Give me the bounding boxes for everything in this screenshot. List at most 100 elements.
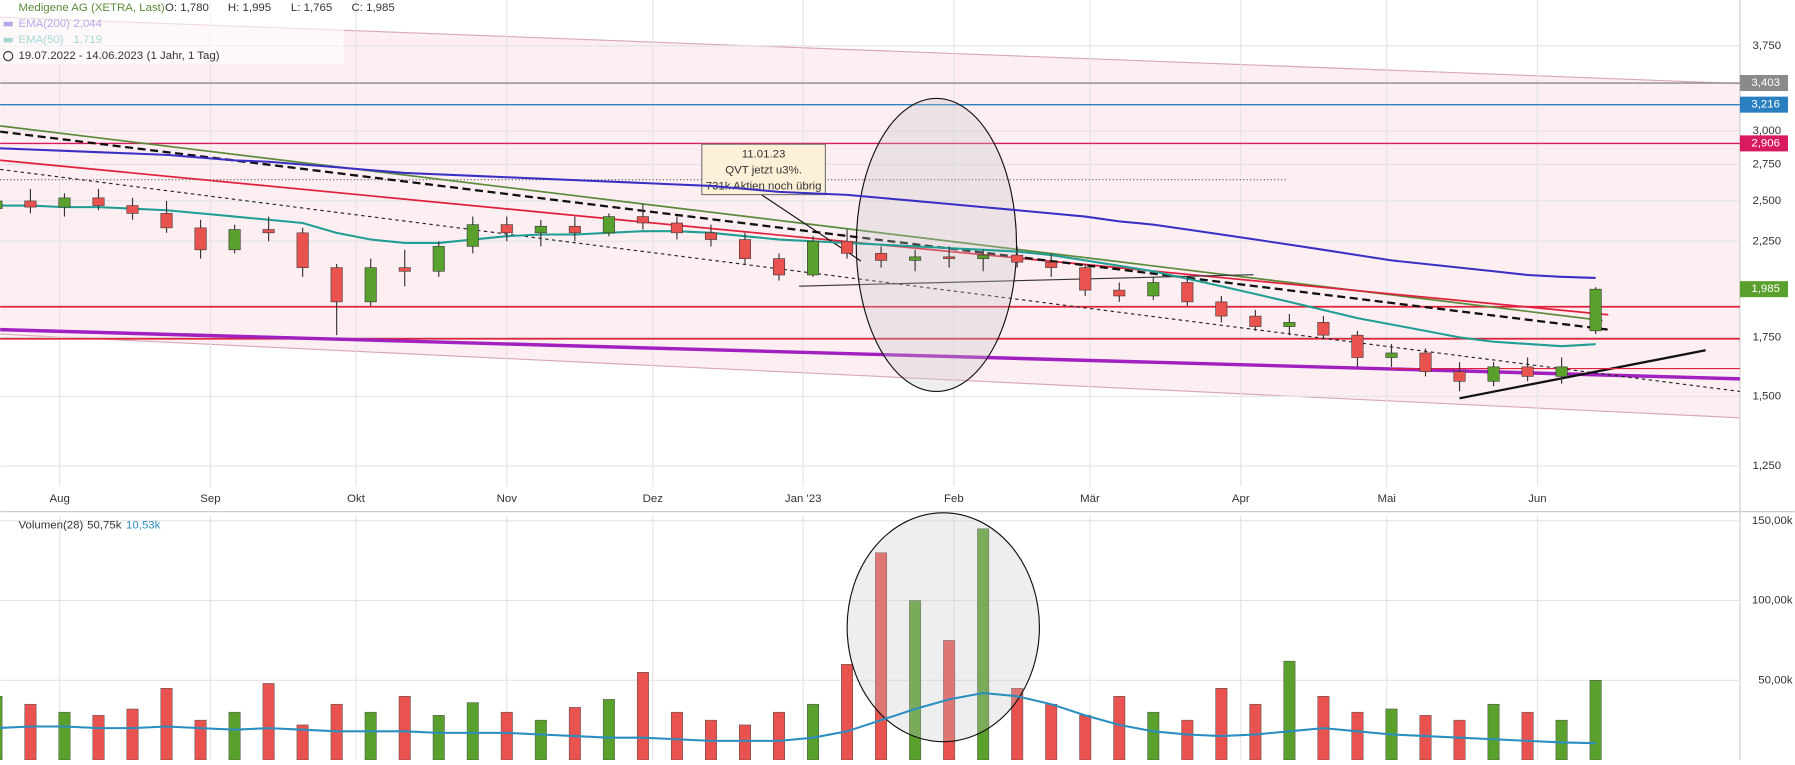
candle-body xyxy=(1215,301,1228,317)
y-tick-label: 1,250 xyxy=(1752,460,1781,472)
volume-bar xyxy=(1215,688,1228,761)
candle-body xyxy=(58,197,71,208)
price-tag-label: 1,985 xyxy=(1751,283,1780,295)
volume-bar xyxy=(739,724,751,761)
volume-bar xyxy=(500,711,513,761)
x-tick-label: Nov xyxy=(497,493,518,505)
candle-body xyxy=(670,222,683,234)
candle-body xyxy=(228,229,241,251)
volume-bar xyxy=(1555,719,1568,761)
volume-bar xyxy=(1181,719,1194,761)
x-tick-label: Mai xyxy=(1377,493,1395,505)
legend-bg xyxy=(0,0,344,65)
candle-body xyxy=(1079,267,1092,291)
volume-bar xyxy=(1283,660,1296,761)
candle-body xyxy=(807,240,820,276)
y-tick-label: 2,750 xyxy=(1752,159,1781,171)
volume-bar xyxy=(24,703,37,761)
channel xyxy=(0,17,1740,418)
volume-bar xyxy=(1521,711,1534,761)
volume-bar xyxy=(160,688,173,761)
y-tick-label: 2,250 xyxy=(1752,235,1781,247)
candle-body xyxy=(1487,366,1500,382)
x-tick-label: Feb xyxy=(944,493,964,505)
volume-bar xyxy=(841,664,854,761)
volume-bar xyxy=(568,707,581,761)
volume-bar xyxy=(1249,703,1262,761)
candle-body xyxy=(1147,282,1160,297)
period: 19.07.2022 - 14.06.2023 xyxy=(18,50,143,62)
volume-bar xyxy=(432,715,445,761)
candle-body xyxy=(568,225,581,234)
candle-body xyxy=(1045,261,1058,268)
candle-body xyxy=(841,240,854,254)
volume-bar xyxy=(92,715,105,761)
candle-body xyxy=(1453,371,1466,382)
candle-body xyxy=(466,224,479,247)
volume-bar xyxy=(1419,715,1432,761)
volume-bar xyxy=(262,683,275,761)
x-tick-label: Aug xyxy=(50,493,70,505)
x-tick-label: Jun xyxy=(1528,493,1546,505)
x-tick-label: Mär xyxy=(1080,493,1100,505)
candle-body xyxy=(773,258,786,276)
candle-body xyxy=(1351,334,1364,358)
volume-bar xyxy=(1487,703,1500,761)
candle-body xyxy=(1555,366,1568,377)
price-tag-label: 3,403 xyxy=(1751,77,1780,89)
candle-body xyxy=(636,216,649,224)
candle-body xyxy=(160,213,173,229)
annotation-text: 731k Aktien noch übrig xyxy=(706,181,822,193)
trend-line xyxy=(0,159,1609,316)
x-tick-label: Jan '23 xyxy=(785,493,822,505)
volume-bar xyxy=(126,708,139,761)
candle-body xyxy=(909,256,922,261)
volume-bar xyxy=(228,711,241,761)
volume-bar xyxy=(534,719,547,761)
volume-bar xyxy=(807,703,819,761)
candle-body xyxy=(977,254,990,259)
candle-body xyxy=(500,224,513,234)
candle-body xyxy=(1011,254,1024,263)
candle-body xyxy=(1419,352,1432,372)
candle-body xyxy=(194,227,207,251)
candle-body xyxy=(398,267,411,272)
candle-body xyxy=(1385,352,1398,358)
clock-icon xyxy=(3,50,14,62)
volume-bar xyxy=(773,711,785,761)
trend-line xyxy=(0,327,1740,381)
price-tag-label: 3,216 xyxy=(1751,99,1780,111)
trend-line xyxy=(0,130,1609,331)
candle-body xyxy=(432,246,445,272)
x-tick-label: Okt xyxy=(347,493,366,505)
y-tick-label: 2,500 xyxy=(1752,195,1781,207)
highlight-ellipse xyxy=(855,97,1018,393)
candle-body xyxy=(534,225,547,234)
annotation-text: QVT jetzt u3%. xyxy=(725,165,802,177)
candle-body xyxy=(1181,282,1194,303)
volume-bar xyxy=(1453,719,1466,761)
price-tag xyxy=(1739,281,1788,298)
ohlc: L: 1,765 xyxy=(291,2,332,14)
ohlc: H: 1,995 xyxy=(228,2,271,14)
candle-body xyxy=(738,239,751,259)
candle-body xyxy=(126,205,139,214)
candle-body xyxy=(1283,322,1296,327)
candle-body xyxy=(24,200,37,208)
candle-body xyxy=(704,232,717,240)
volume-title: Volumen(28) xyxy=(18,519,83,531)
volume-bar xyxy=(636,672,649,761)
y-tick-label: 100,00k xyxy=(1752,595,1793,607)
candle-body xyxy=(1521,366,1534,377)
candle-body xyxy=(1249,315,1262,327)
y-tick-label: 3,750 xyxy=(1752,40,1781,52)
y-tick-label: 1,500 xyxy=(1752,390,1781,402)
channel-bottom xyxy=(0,333,1740,419)
x-tick-label: Sep xyxy=(200,493,220,505)
candle-body xyxy=(1589,288,1602,332)
y-tick-label: 3,000 xyxy=(1752,125,1781,137)
y-tick-label: 50,00k xyxy=(1758,674,1793,686)
y-tick-label: 150,00k xyxy=(1752,515,1793,527)
volume-bar xyxy=(364,711,377,761)
